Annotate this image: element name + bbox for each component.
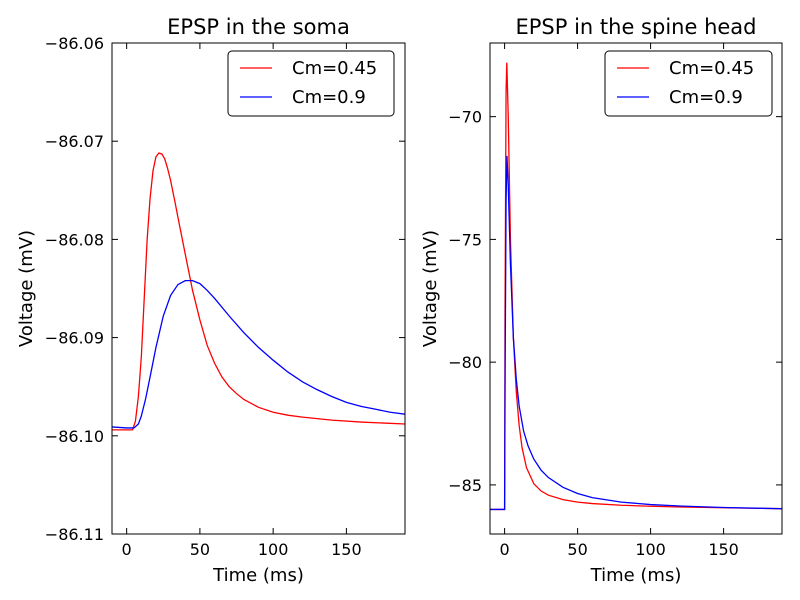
- x-tick-label: 0: [122, 540, 132, 559]
- x-tick-label: 150: [331, 540, 362, 559]
- legend-label: Cm=0.9: [669, 87, 743, 108]
- y-tick-label: −75: [448, 230, 482, 249]
- x-tick-label: 150: [708, 540, 739, 559]
- series-line-cm-0-45: [490, 62, 782, 511]
- x-tick-label: 100: [635, 540, 666, 559]
- x-axis-label: Time (ms): [590, 565, 682, 586]
- y-axis-label: Voltage (mV): [16, 230, 37, 347]
- plot-area-frame: [489, 42, 783, 535]
- y-tick-label: −86.10: [45, 427, 104, 446]
- legend-box: [227, 50, 395, 117]
- legend-label: Cm=0.45: [669, 58, 754, 79]
- y-tick-label: −86.06: [45, 34, 104, 53]
- y-tick-label: −70: [448, 108, 482, 127]
- series-line-cm-0-45: [112, 152, 405, 431]
- x-tick-label: 0: [500, 540, 510, 559]
- chart-title: EPSP in the spine head: [516, 15, 757, 39]
- x-tick-label: 100: [258, 540, 289, 559]
- y-tick-label: −86.08: [45, 230, 104, 249]
- spine-head-chart-panel: 0 50 100 150 −70 −75 −80 −85 EPSP in the spine h…: [420, 15, 783, 586]
- y-tick-label: −80: [448, 353, 482, 372]
- legend-label: Cm=0.9: [292, 87, 366, 108]
- x-axis-label: Time (ms): [212, 565, 304, 586]
- legend-box: [604, 50, 773, 117]
- x-tick-label: 50: [190, 540, 210, 559]
- x-tick-label: 50: [567, 540, 587, 559]
- y-tick-label: −86.07: [45, 132, 104, 151]
- y-axis-label: Voltage (mV): [420, 230, 441, 347]
- legend: Cm=0.45 Cm=0.9: [227, 50, 395, 117]
- chart-title: EPSP in the soma: [167, 15, 350, 39]
- series-line-cm-0-9: [490, 155, 782, 511]
- legend: Cm=0.45 Cm=0.9: [604, 50, 773, 117]
- y-tick-label: −86.09: [45, 329, 104, 348]
- legend-label: Cm=0.45: [292, 58, 377, 79]
- soma-chart-panel: 0 50 100 150 −86.06 −86.07 −86.08 −86.09 −86.10 −…: [16, 15, 406, 586]
- y-tick-label: −85: [448, 476, 482, 495]
- y-tick-label: −86.11: [45, 525, 104, 544]
- plot-area-frame: [111, 42, 406, 535]
- series-line-cm-0-9: [112, 279, 405, 429]
